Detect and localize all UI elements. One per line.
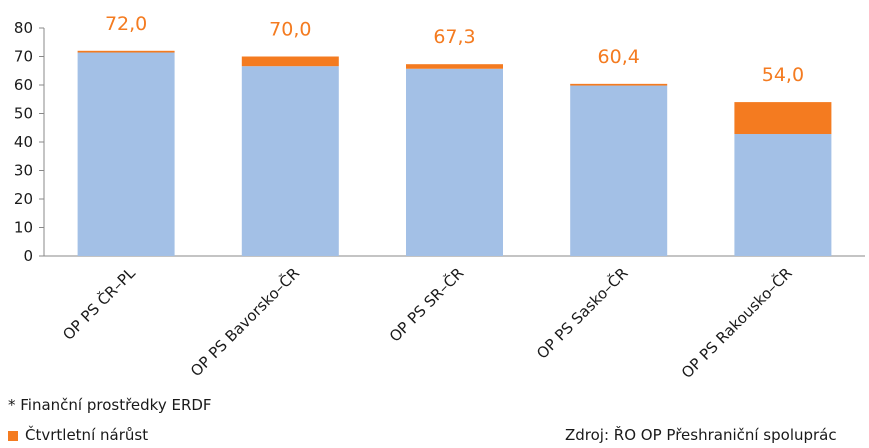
y-tick-label: 50: [14, 105, 33, 123]
x-tick-label: OP PS Sasko–ČR: [532, 263, 631, 362]
y-tick-label: 40: [14, 133, 33, 151]
data-label: 72,0: [105, 13, 147, 35]
y-tick-label: 30: [14, 162, 33, 180]
bar-segment: [241, 56, 339, 67]
footnote: * Finanční prostředky ERDF: [8, 396, 212, 414]
x-tick-label: OP PS ČR–PL: [58, 263, 139, 344]
bar-segment: [406, 68, 503, 256]
legend-swatch: [8, 430, 18, 441]
y-tick-label: 10: [14, 219, 33, 237]
y-tick-label: 0: [23, 247, 33, 265]
data-label: 60,4: [598, 46, 640, 68]
x-tick-label: OP PS Rakousko–ČR: [677, 263, 796, 382]
bar-segment: [77, 50, 175, 53]
y-tick-label: 60: [14, 76, 33, 94]
data-label: 54,0: [762, 64, 804, 86]
x-tick-label: OP PS SR–ČR: [385, 263, 467, 345]
bar-segment: [406, 64, 503, 69]
x-tick-label: OP PS Bavorsko–ČR: [186, 263, 303, 380]
legend-label: Čtvrtletní nárůst: [25, 426, 149, 444]
data-label: 67,3: [433, 26, 475, 48]
legend: Čtvrtletní nárůst: [8, 426, 148, 444]
y-tick-label: 20: [14, 190, 33, 208]
y-tick-label: 70: [14, 48, 33, 66]
bar-segment: [734, 102, 832, 135]
bar-segment: [734, 134, 832, 256]
data-label: 70,0: [269, 19, 311, 41]
bar-segment: [570, 83, 668, 86]
bar-segment: [77, 52, 175, 257]
bar-segment: [570, 85, 668, 256]
source-note: Zdroj: ŘO OP Přeshraniční spoluprác: [565, 426, 837, 444]
bar-segment: [241, 66, 339, 256]
y-tick-label: 80: [14, 19, 33, 37]
